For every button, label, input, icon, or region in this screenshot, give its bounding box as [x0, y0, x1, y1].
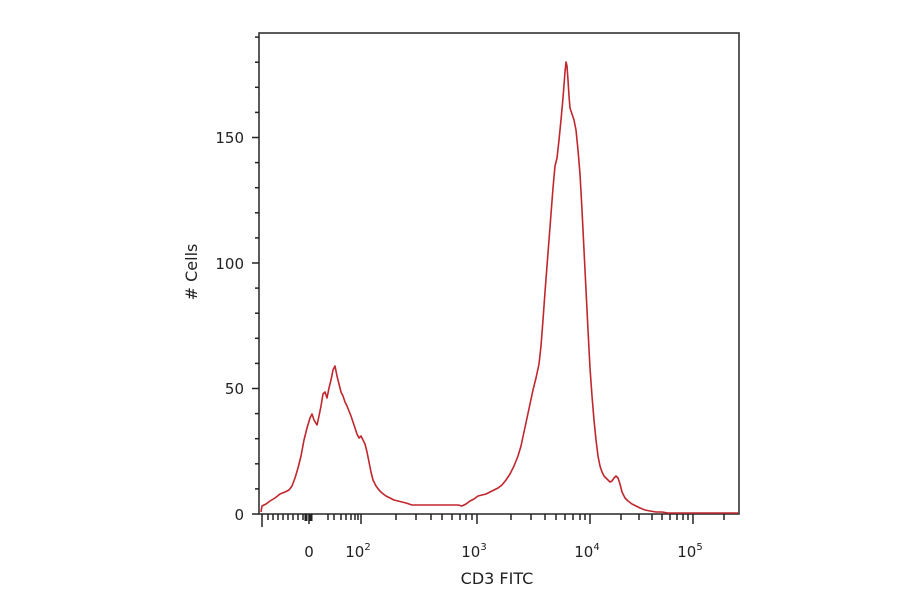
- x-tick-label-0: 0: [304, 543, 314, 561]
- y-axis-title: # Cells: [182, 244, 201, 301]
- y-tick-label: 100: [215, 255, 244, 273]
- x-tick-label-1e3: 103: [461, 542, 486, 561]
- x-axis-title: CD3 FITC: [461, 569, 534, 588]
- x-tick-label-1e5: 105: [677, 542, 702, 561]
- plot-frame: [258, 32, 740, 515]
- x-tick-label-1e2: 102: [345, 542, 370, 561]
- y-tick-label: 50: [225, 380, 244, 398]
- y-tick-label: 150: [215, 129, 244, 147]
- y-axis: [252, 36, 259, 515]
- histogram-line: [260, 61, 738, 514]
- x-tick-label-1e4: 104: [574, 542, 599, 561]
- y-tick-label: 0: [234, 506, 244, 524]
- x-axis: [261, 514, 725, 527]
